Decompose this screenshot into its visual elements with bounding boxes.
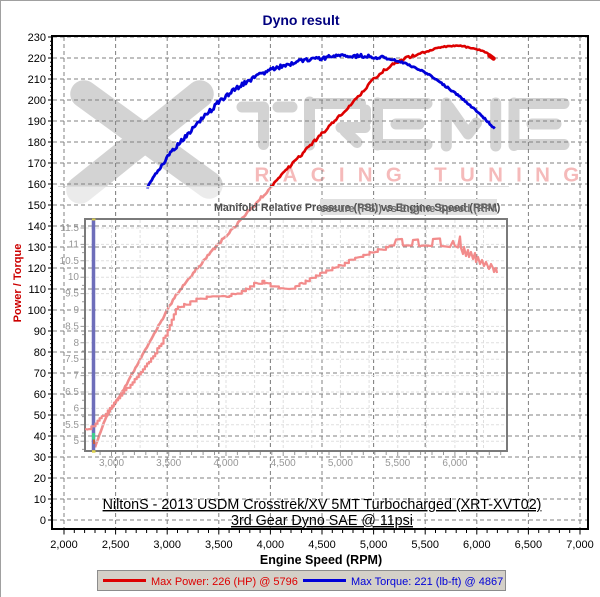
svg-text:3,500: 3,500 bbox=[156, 458, 181, 469]
svg-text:120: 120 bbox=[28, 263, 46, 275]
svg-text:4,000: 4,000 bbox=[213, 458, 238, 469]
svg-text:Max Power: 226 (HP) @ 5796: Max Power: 226 (HP) @ 5796 bbox=[151, 576, 298, 588]
svg-text:110: 110 bbox=[28, 284, 46, 296]
svg-text:2,500: 2,500 bbox=[102, 539, 130, 551]
svg-text:5: 5 bbox=[73, 436, 79, 447]
svg-text:5,500: 5,500 bbox=[385, 458, 410, 469]
svg-text:Manifold Relative Pressure (PS: Manifold Relative Pressure (PSI) vs Engi… bbox=[218, 203, 505, 215]
svg-text:Dyno result: Dyno result bbox=[262, 12, 339, 28]
svg-text:40: 40 bbox=[34, 431, 46, 443]
svg-text:170: 170 bbox=[28, 158, 46, 170]
svg-text:30: 30 bbox=[34, 452, 46, 464]
svg-text:220: 220 bbox=[28, 53, 46, 65]
svg-text:Engine Speed (RPM): Engine Speed (RPM) bbox=[260, 553, 382, 567]
svg-text:180: 180 bbox=[28, 137, 46, 149]
svg-text:50: 50 bbox=[34, 410, 46, 422]
svg-text:150: 150 bbox=[28, 200, 46, 212]
svg-text:8.5: 8.5 bbox=[65, 321, 79, 332]
svg-text:200: 200 bbox=[28, 95, 46, 107]
svg-text:130: 130 bbox=[28, 242, 46, 254]
svg-text:6,500: 6,500 bbox=[515, 539, 543, 551]
svg-text:Power / Torque: Power / Torque bbox=[12, 244, 24, 323]
svg-text:5,000: 5,000 bbox=[360, 539, 388, 551]
svg-text:80: 80 bbox=[34, 347, 46, 359]
svg-text:10: 10 bbox=[34, 494, 46, 506]
svg-text:3rd Gear Dyno SAE @ 11psi: 3rd Gear Dyno SAE @ 11psi bbox=[231, 513, 413, 529]
svg-text:90: 90 bbox=[34, 326, 46, 338]
svg-text:10.5: 10.5 bbox=[60, 256, 80, 267]
svg-text:11: 11 bbox=[69, 239, 80, 250]
svg-text:60: 60 bbox=[34, 389, 46, 401]
svg-text:9.5: 9.5 bbox=[65, 289, 79, 300]
svg-text:190: 190 bbox=[28, 116, 46, 128]
svg-text:160: 160 bbox=[28, 179, 46, 191]
svg-text:5.5: 5.5 bbox=[65, 420, 79, 431]
svg-text:70: 70 bbox=[34, 368, 46, 380]
svg-text:5,000: 5,000 bbox=[328, 458, 353, 469]
svg-text:11.5: 11.5 bbox=[60, 223, 79, 234]
svg-text:Manifold Relative Pressure (PS: Manifold Relative Pressure (PSI) vs Engi… bbox=[214, 202, 501, 214]
svg-text:4,500: 4,500 bbox=[308, 539, 336, 551]
svg-text:NiltonS - 2013 USDM Crosstrek/: NiltonS - 2013 USDM Crosstrek/XV 5MT Tur… bbox=[103, 497, 542, 513]
svg-text:140: 140 bbox=[28, 221, 46, 233]
svg-text:9: 9 bbox=[73, 305, 79, 316]
svg-text:6,000: 6,000 bbox=[463, 539, 491, 551]
svg-text:0: 0 bbox=[40, 515, 46, 527]
svg-text:6: 6 bbox=[73, 403, 79, 414]
svg-text:6.5: 6.5 bbox=[65, 387, 79, 398]
svg-text:230: 230 bbox=[28, 32, 46, 44]
svg-text:7.5: 7.5 bbox=[65, 354, 79, 365]
svg-text:Max Torque: 221 (lb-ft) @ 4867: Max Torque: 221 (lb-ft) @ 4867 bbox=[351, 576, 503, 588]
svg-text:10: 10 bbox=[68, 272, 80, 283]
svg-text:20: 20 bbox=[34, 473, 46, 485]
svg-text:8: 8 bbox=[73, 338, 79, 349]
svg-text:2,000: 2,000 bbox=[50, 539, 78, 551]
svg-text:7,000: 7,000 bbox=[566, 539, 594, 551]
svg-text:5,500: 5,500 bbox=[411, 539, 439, 551]
svg-text:3,000: 3,000 bbox=[99, 458, 124, 469]
svg-text:210: 210 bbox=[28, 74, 46, 86]
svg-text:7: 7 bbox=[73, 371, 79, 382]
svg-text:4,500: 4,500 bbox=[271, 458, 296, 469]
svg-text:RACING TUNING: RACING TUNING bbox=[255, 164, 593, 187]
svg-text:3,000: 3,000 bbox=[153, 539, 181, 551]
svg-text:4,000: 4,000 bbox=[257, 539, 285, 551]
svg-text:6,000: 6,000 bbox=[442, 458, 467, 469]
svg-text:3,500: 3,500 bbox=[205, 539, 233, 551]
svg-text:100: 100 bbox=[28, 305, 46, 317]
